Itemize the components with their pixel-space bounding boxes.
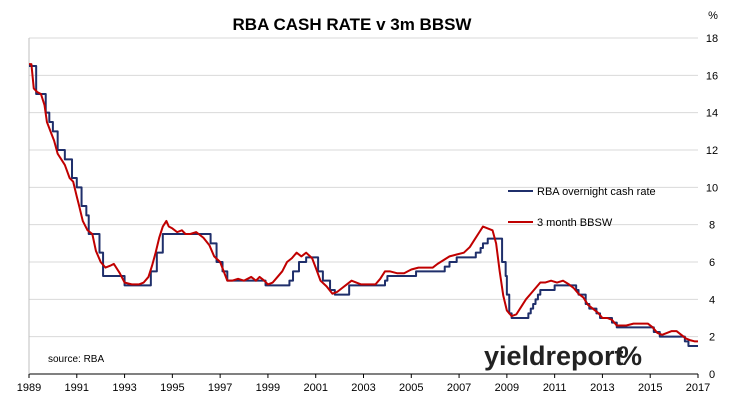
y-axis-ticks: 0 2 4 6 8 10 12 14 16 18 [706, 33, 718, 381]
x-tick-label: 1989 [17, 382, 41, 394]
y-unit-label: % [708, 10, 718, 22]
x-tick-label: 2003 [351, 382, 375, 394]
x-axis-ticks: 1989 1991 1993 1995 1997 1999 2001 2003 2005 2007… [17, 374, 710, 394]
source-note: source: RBA [48, 354, 104, 365]
yieldreport-logo: yieldreport % [484, 341, 642, 371]
logo-percent-icon: % [618, 341, 642, 371]
x-tick-label: 1993 [112, 382, 136, 394]
y-tick-label: 6 [709, 257, 715, 269]
y-tick-label: 12 [706, 145, 718, 157]
legend: RBA overnight cash rate 3 month BBSW [508, 186, 656, 229]
axes [28, 38, 698, 375]
legend-label-cash: RBA overnight cash rate [537, 186, 656, 198]
x-tick-label: 1999 [256, 382, 280, 394]
legend-label-bbsw: 3 month BBSW [537, 217, 613, 229]
y-tick-label: 18 [706, 33, 718, 45]
x-tick-label: 2007 [447, 382, 471, 394]
x-tick-label: 2017 [686, 382, 710, 394]
y-tick-label: 4 [709, 294, 715, 306]
logo-wordmark: yieldreport [484, 341, 624, 371]
y-tick-label: 10 [706, 182, 718, 194]
x-tick-label: 2011 [543, 382, 567, 394]
x-tick-label: 1995 [160, 382, 184, 394]
x-tick-label: 2015 [638, 382, 662, 394]
series-line-bbsw [29, 63, 698, 343]
x-tick-label: 1991 [65, 382, 89, 394]
y-tick-label: 2 [709, 332, 715, 344]
y-tick-label: 16 [706, 70, 718, 82]
y-tick-label: 14 [706, 108, 718, 120]
grid-lines [29, 37, 698, 338]
series-lines [29, 63, 698, 347]
y-tick-label: 0 [709, 369, 715, 381]
x-tick-label: 2013 [590, 382, 614, 394]
series-line-cash-rate [29, 65, 698, 347]
chart-title: RBA CASH RATE v 3m BBSW [233, 15, 473, 34]
x-tick-label: 2009 [495, 382, 519, 394]
x-tick-label: 2005 [399, 382, 423, 394]
x-tick-label: 1997 [208, 382, 232, 394]
y-tick-label: 8 [709, 220, 715, 232]
x-tick-label: 2001 [303, 382, 327, 394]
